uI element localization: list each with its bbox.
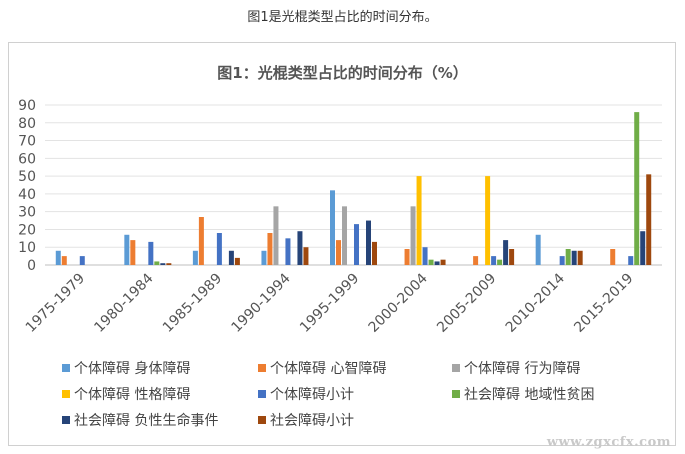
y-tick-label: 40 bbox=[18, 187, 36, 203]
bar bbox=[485, 176, 491, 265]
bar bbox=[410, 206, 416, 265]
bar bbox=[330, 190, 335, 265]
bar bbox=[473, 256, 479, 265]
bar bbox=[646, 174, 652, 265]
legend-swatch bbox=[258, 390, 266, 398]
bar bbox=[192, 250, 198, 265]
bar bbox=[354, 224, 359, 265]
legend-swatch bbox=[452, 364, 460, 372]
bar bbox=[559, 256, 565, 265]
bar bbox=[640, 231, 646, 265]
bar bbox=[372, 241, 377, 265]
legend-label: 个体障碍 身体障碍 bbox=[74, 361, 191, 377]
bar bbox=[571, 250, 577, 265]
x-tick-label: 1995-1999 bbox=[297, 271, 362, 336]
bar bbox=[228, 250, 234, 265]
bar bbox=[234, 257, 240, 265]
legend-swatch bbox=[62, 416, 70, 424]
x-tick-label: 2015-2019 bbox=[571, 271, 636, 336]
legend-swatch bbox=[62, 390, 70, 398]
x-tick-label: 1985-1989 bbox=[160, 271, 225, 336]
y-tick-label: 70 bbox=[18, 134, 36, 150]
legend-item: 社会障碍小计 bbox=[258, 410, 354, 430]
bar bbox=[130, 240, 136, 265]
bar bbox=[509, 249, 515, 265]
bar bbox=[198, 217, 204, 265]
x-tick-label: 2000-2004 bbox=[366, 270, 431, 335]
legend-item: 个体障碍 性格障碍 bbox=[62, 384, 190, 404]
y-tick-label: 60 bbox=[18, 151, 36, 167]
x-tick-label: 1990-1994 bbox=[228, 270, 293, 335]
bar bbox=[261, 250, 267, 265]
legend-label: 个体障碍 心智障碍 bbox=[270, 361, 387, 377]
y-tick-label: 50 bbox=[18, 169, 36, 185]
bar bbox=[273, 206, 279, 265]
y-tick-label: 20 bbox=[18, 222, 36, 238]
bar bbox=[577, 250, 583, 265]
bar bbox=[154, 261, 160, 265]
bar bbox=[434, 261, 440, 265]
bar bbox=[565, 249, 571, 265]
bar bbox=[497, 259, 503, 265]
bar bbox=[79, 256, 85, 265]
bar bbox=[61, 256, 67, 265]
bar bbox=[610, 249, 616, 265]
bar bbox=[297, 231, 303, 265]
legend-label: 社会障碍 地域性贫困 bbox=[464, 387, 595, 403]
x-tick-label: 2005-2009 bbox=[434, 271, 499, 336]
bar bbox=[404, 249, 410, 265]
bar bbox=[503, 240, 509, 265]
legend-item: 个体障碍小计 bbox=[258, 384, 354, 404]
bar bbox=[124, 234, 130, 265]
bar bbox=[491, 256, 497, 265]
legend-item: 社会障碍 负性生命事件 bbox=[62, 410, 218, 430]
legend-swatch bbox=[452, 390, 460, 398]
legend-item: 个体障碍 行为障碍 bbox=[452, 358, 580, 378]
site-watermark: www.zgxcfx.com bbox=[546, 435, 671, 450]
legend-swatch bbox=[62, 364, 70, 372]
legend-item: 社会障碍 地域性贫困 bbox=[452, 384, 594, 404]
y-tick-label: 30 bbox=[18, 205, 36, 221]
legend-swatch bbox=[258, 416, 266, 424]
legend-label: 个体障碍 行为障碍 bbox=[464, 361, 581, 377]
legend-label: 社会障碍小计 bbox=[270, 413, 354, 429]
bar bbox=[366, 220, 371, 265]
bar bbox=[55, 250, 61, 265]
legend-label: 社会障碍 负性生命事件 bbox=[74, 413, 219, 429]
x-tick-label: 1980-1984 bbox=[91, 270, 156, 335]
bar bbox=[440, 259, 446, 265]
bar bbox=[422, 247, 428, 265]
legend-swatch bbox=[258, 364, 266, 372]
y-tick-label: 0 bbox=[27, 258, 36, 274]
bar bbox=[285, 238, 291, 265]
bar bbox=[303, 247, 309, 265]
x-tick-label: 2010-2014 bbox=[503, 270, 568, 335]
figure-caption: 图1是光棍类型占比的时间分布。 bbox=[247, 10, 438, 25]
legend-label: 个体障碍小计 bbox=[270, 387, 354, 403]
bar bbox=[148, 241, 154, 265]
bar bbox=[267, 233, 273, 265]
legend-label: 个体障碍 性格障碍 bbox=[74, 387, 191, 403]
bar bbox=[428, 259, 434, 265]
x-tick-label: 1975-1979 bbox=[23, 271, 88, 336]
y-tick-label: 10 bbox=[18, 240, 36, 256]
bar bbox=[535, 234, 541, 265]
bar bbox=[166, 263, 172, 265]
y-tick-label: 80 bbox=[18, 116, 36, 132]
bar bbox=[160, 263, 166, 265]
bar bbox=[216, 233, 222, 265]
legend-item: 个体障碍 心智障碍 bbox=[258, 358, 386, 378]
bar bbox=[634, 112, 640, 265]
chart-title: 图1：光棍类型占比的时间分布（%） bbox=[217, 64, 468, 82]
bar bbox=[342, 206, 347, 265]
bar bbox=[336, 240, 341, 265]
bar bbox=[628, 256, 634, 265]
y-tick-label: 90 bbox=[18, 98, 36, 114]
bar bbox=[416, 176, 422, 265]
legend-item: 个体障碍 身体障碍 bbox=[62, 358, 190, 378]
